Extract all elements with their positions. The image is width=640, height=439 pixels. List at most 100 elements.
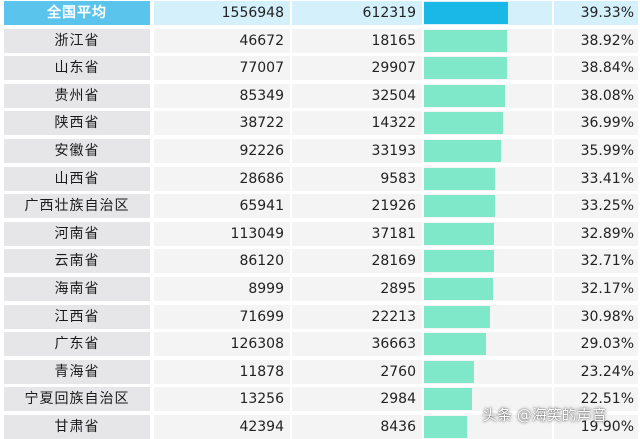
value-b-cell: 18165 xyxy=(292,28,422,53)
ratio-bar-fill xyxy=(424,416,467,438)
ratio-bar-fill xyxy=(424,84,506,107)
ratio-bar-fill xyxy=(424,57,507,80)
ratio-bar-fill xyxy=(424,112,503,135)
value-b-cell: 2760 xyxy=(292,359,422,384)
value-a-cell: 77007 xyxy=(154,56,290,81)
ratio-bar-fill xyxy=(424,195,495,218)
value-b-cell: 36663 xyxy=(292,332,422,357)
value-a-cell: 28686 xyxy=(154,166,290,191)
value-b-cell: 2984 xyxy=(292,387,422,412)
ratio-bar-fill xyxy=(424,305,491,328)
value-a-cell: 65941 xyxy=(154,194,290,219)
value-a-cell: 92226 xyxy=(154,139,290,163)
ratio-bar-fill xyxy=(424,2,508,24)
ratio-bar-fill xyxy=(424,29,508,52)
region-name-cell: 贵州省 xyxy=(4,83,150,108)
value-b-cell: 33193 xyxy=(292,139,422,163)
percentage-cell: 19.90% xyxy=(554,415,638,439)
value-a-cell: 11878 xyxy=(154,359,290,384)
region-name-cell: 安徽省 xyxy=(4,139,150,163)
value-a-cell: 13256 xyxy=(154,387,290,412)
value-b-cell: 8436 xyxy=(292,415,422,439)
region-name-cell: 山西省 xyxy=(4,166,150,191)
value-a-cell: 126308 xyxy=(154,332,290,357)
value-b-cell: 14322 xyxy=(292,111,422,136)
ratio-bar-cell xyxy=(424,332,552,357)
table-row: 江西省 71699 22213 30.98% xyxy=(0,304,640,329)
percentage-cell: 38.08% xyxy=(554,83,638,108)
table-row: 云南省 86120 28169 32.71% xyxy=(0,249,640,274)
percentage-cell: 33.41% xyxy=(554,166,638,191)
ratio-bar-fill xyxy=(424,388,473,411)
watermark: 头条 @海笑的声音 xyxy=(482,404,607,425)
ratio-bar-cell xyxy=(424,387,552,412)
region-name-cell: 河南省 xyxy=(4,221,150,246)
value-b-cell: 32504 xyxy=(292,83,422,108)
ratio-bar-cell xyxy=(424,249,552,274)
region-name-cell: 全国平均 xyxy=(4,1,150,25)
value-b-cell: 612319 xyxy=(292,1,422,25)
ratio-bar-fill xyxy=(424,140,501,162)
region-name-cell: 广东省 xyxy=(4,332,150,357)
table-row: 广东省 126308 36663 29.03% xyxy=(0,332,640,357)
region-name-cell: 陕西省 xyxy=(4,111,150,136)
value-b-cell: 28169 xyxy=(292,249,422,274)
ratio-bar-fill xyxy=(424,360,474,383)
ratio-bar-cell xyxy=(424,56,552,81)
percentage-cell: 22.51% xyxy=(554,387,638,412)
table-row: 浙江省 46672 18165 38.92% xyxy=(0,28,640,53)
value-a-cell: 38722 xyxy=(154,111,290,136)
ratio-bar-cell xyxy=(424,221,552,246)
percentage-cell: 38.84% xyxy=(554,56,638,81)
watermark-text: 头条 @海笑的声音 xyxy=(482,406,607,424)
ratio-bar-cell xyxy=(424,194,552,219)
table-header-row: 全国平均 1556948 612319 39.33% xyxy=(0,1,640,25)
ratio-bar-cell xyxy=(424,1,552,25)
ratio-bar-cell xyxy=(424,166,552,191)
ratio-bar-fill xyxy=(424,167,496,190)
value-a-cell: 113049 xyxy=(154,221,290,246)
region-name-cell: 山东省 xyxy=(4,56,150,81)
value-a-cell: 86120 xyxy=(154,249,290,274)
table-row: 河南省 113049 37181 32.89% xyxy=(0,221,640,246)
ratio-bar-cell xyxy=(424,139,552,163)
ratio-bar-fill xyxy=(424,278,493,300)
ratio-bar-fill xyxy=(424,222,495,245)
table-row: 山东省 77007 29907 38.84% xyxy=(0,56,640,81)
value-b-cell: 37181 xyxy=(292,221,422,246)
value-a-cell: 46672 xyxy=(154,28,290,53)
percentage-cell: 29.03% xyxy=(554,332,638,357)
percentage-cell: 32.17% xyxy=(554,277,638,301)
value-b-cell: 9583 xyxy=(292,166,422,191)
ratio-bar-fill xyxy=(424,333,486,356)
value-b-cell: 2895 xyxy=(292,277,422,301)
ratio-bar-cell xyxy=(424,277,552,301)
ratio-bar-cell xyxy=(424,359,552,384)
table-row: 安徽省 92226 33193 35.99% xyxy=(0,139,640,163)
value-b-cell: 29907 xyxy=(292,56,422,81)
ratio-bar-cell xyxy=(424,28,552,53)
region-name-cell: 广西壮族自治区 xyxy=(4,194,150,219)
region-name-cell: 江西省 xyxy=(4,304,150,329)
value-a-cell: 71699 xyxy=(154,304,290,329)
value-a-cell: 85349 xyxy=(154,83,290,108)
table-row: 广西壮族自治区 65941 21926 33.25% xyxy=(0,194,640,219)
percentage-cell: 36.99% xyxy=(554,111,638,136)
region-name-cell: 浙江省 xyxy=(4,28,150,53)
ratio-bar-cell xyxy=(424,304,552,329)
value-b-cell: 22213 xyxy=(292,304,422,329)
table-row: 山西省 28686 9583 33.41% xyxy=(0,166,640,191)
percentage-cell: 30.98% xyxy=(554,304,638,329)
table-row: 陕西省 38722 14322 36.99% xyxy=(0,111,640,136)
table-row: 贵州省 85349 32504 38.08% xyxy=(0,83,640,108)
region-name-cell: 宁夏回族自治区 xyxy=(4,387,150,412)
ratio-bar-cell xyxy=(424,83,552,108)
region-name-cell: 海南省 xyxy=(4,277,150,301)
ratio-bar-cell xyxy=(424,415,552,439)
percentage-cell: 38.92% xyxy=(554,28,638,53)
ratio-bar-fill xyxy=(424,250,494,273)
ratio-bar-cell xyxy=(424,111,552,136)
value-a-cell: 1556948 xyxy=(154,1,290,25)
table-row: 海南省 8999 2895 32.17% xyxy=(0,277,640,301)
region-name-cell: 云南省 xyxy=(4,249,150,274)
